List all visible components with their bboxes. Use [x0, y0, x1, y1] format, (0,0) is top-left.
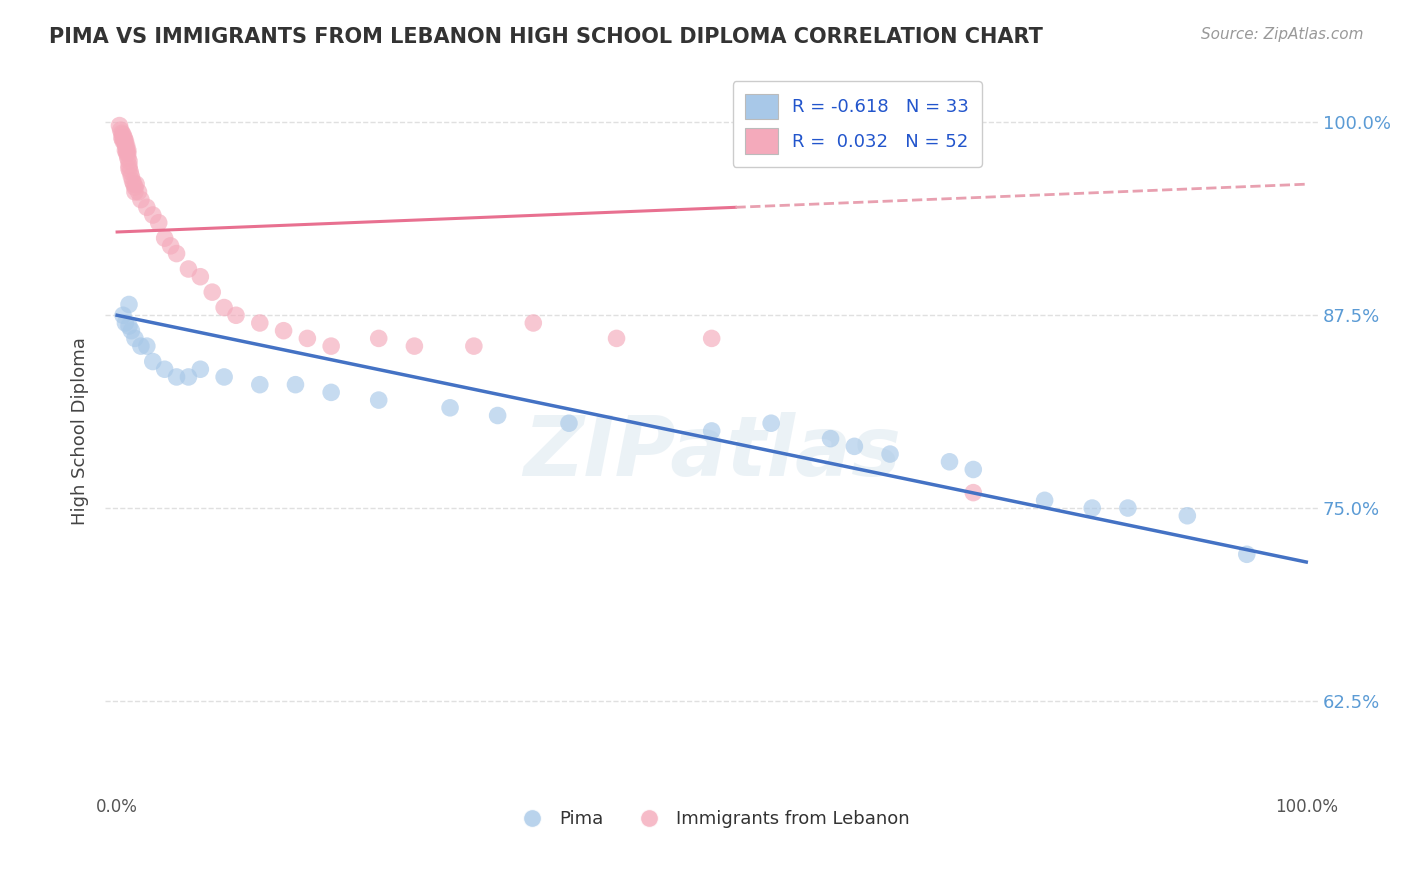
Point	[1081, 501, 1104, 516]
Point	[125, 177, 148, 191]
Point	[114, 143, 136, 157]
Y-axis label: High School Diploma: High School Diploma	[72, 337, 89, 524]
Point	[142, 208, 165, 222]
Text: ZIPatlas: ZIPatlas	[523, 412, 901, 493]
Point	[153, 231, 176, 245]
Point	[297, 331, 319, 345]
Point	[148, 216, 170, 230]
Point	[367, 393, 389, 408]
Point	[321, 385, 343, 400]
Point	[606, 331, 628, 345]
Point	[122, 177, 145, 191]
Point	[117, 143, 139, 157]
Point	[120, 165, 142, 179]
Point	[249, 316, 271, 330]
Point	[118, 154, 141, 169]
Point	[844, 439, 866, 453]
Point	[1236, 547, 1258, 561]
Point	[439, 401, 461, 415]
Point	[558, 416, 581, 430]
Point	[879, 447, 901, 461]
Point	[486, 409, 509, 423]
Point	[522, 316, 544, 330]
Point	[108, 119, 131, 133]
Point	[135, 339, 157, 353]
Text: Source: ZipAtlas.com: Source: ZipAtlas.com	[1201, 27, 1364, 42]
Point	[201, 285, 224, 300]
Point	[284, 377, 307, 392]
Point	[367, 331, 389, 345]
Point	[115, 146, 138, 161]
Point	[115, 138, 138, 153]
Point	[166, 246, 188, 260]
Point	[115, 143, 138, 157]
Point	[112, 134, 135, 148]
Point	[759, 416, 782, 430]
Point	[404, 339, 426, 353]
Point	[1116, 501, 1139, 516]
Point	[225, 308, 247, 322]
Point	[111, 131, 134, 145]
Point	[938, 455, 960, 469]
Point	[112, 134, 135, 148]
Point	[124, 185, 146, 199]
Point	[212, 370, 235, 384]
Point	[110, 123, 132, 137]
Point	[273, 324, 295, 338]
Point	[700, 424, 723, 438]
Point	[249, 377, 271, 392]
Point	[159, 239, 181, 253]
Point	[117, 146, 139, 161]
Point	[820, 432, 842, 446]
Point	[135, 200, 157, 214]
Point	[153, 362, 176, 376]
Point	[111, 126, 134, 140]
Point	[177, 262, 200, 277]
Point	[118, 319, 141, 334]
Point	[129, 339, 152, 353]
Point	[962, 485, 984, 500]
Point	[1175, 508, 1198, 523]
Point	[128, 185, 150, 199]
Point	[166, 370, 188, 384]
Point	[114, 316, 136, 330]
Point	[124, 331, 146, 345]
Point	[463, 339, 485, 353]
Point	[120, 324, 142, 338]
Point	[112, 128, 135, 142]
Point	[142, 354, 165, 368]
Point	[188, 269, 211, 284]
Point	[212, 301, 235, 315]
Point	[321, 339, 343, 353]
Point	[114, 138, 136, 153]
Point	[1033, 493, 1056, 508]
Point	[120, 169, 142, 184]
Point	[112, 131, 135, 145]
Point	[121, 174, 143, 188]
Point	[114, 134, 136, 148]
Point	[112, 308, 135, 322]
Text: PIMA VS IMMIGRANTS FROM LEBANON HIGH SCHOOL DIPLOMA CORRELATION CHART: PIMA VS IMMIGRANTS FROM LEBANON HIGH SCH…	[49, 27, 1043, 46]
Point	[700, 331, 723, 345]
Point	[188, 362, 211, 376]
Point	[124, 180, 146, 194]
Point	[129, 193, 152, 207]
Point	[112, 131, 135, 145]
Point	[117, 151, 139, 165]
Point	[962, 462, 984, 476]
Point	[118, 297, 141, 311]
Point	[118, 159, 141, 173]
Legend: Pima, Immigrants from Lebanon: Pima, Immigrants from Lebanon	[506, 803, 917, 835]
Point	[177, 370, 200, 384]
Point	[118, 161, 141, 176]
